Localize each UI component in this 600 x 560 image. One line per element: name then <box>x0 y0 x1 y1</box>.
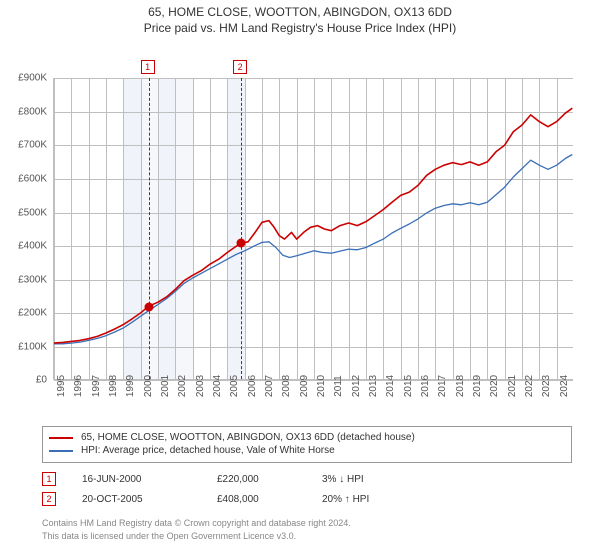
x-axis-label: 2007 <box>264 375 275 397</box>
y-axis-label: £200K <box>0 308 47 319</box>
x-axis-label: 2015 <box>403 375 414 397</box>
chart-title: 65, HOME CLOSE, WOOTTON, ABINGDON, OX13 … <box>0 0 600 36</box>
sale-guide-vertical <box>149 78 150 379</box>
x-axis-label: 2024 <box>559 375 570 397</box>
series-svg <box>54 78 574 380</box>
series-subject <box>54 109 572 344</box>
y-axis-label: £300K <box>0 274 47 285</box>
footnote-line-1: Contains HM Land Registry data © Crown c… <box>42 517 580 529</box>
sale-price: £408,000 <box>217 494 322 505</box>
x-axis-label: 2001 <box>160 375 171 397</box>
legend-swatch <box>49 437 73 439</box>
y-axis-label: £0 <box>0 375 47 386</box>
x-axis-label: 2013 <box>368 375 379 397</box>
y-axis-label: £800K <box>0 106 47 117</box>
x-axis-label: 2022 <box>524 375 535 397</box>
x-axis-label: 2018 <box>455 375 466 397</box>
x-axis-label: 2002 <box>177 375 188 397</box>
sale-diff: 3% ↓ HPI <box>322 474 432 485</box>
x-axis-label: 2016 <box>420 375 431 397</box>
sale-row: 2 20-OCT-2005£408,00020% ↑ HPI <box>42 489 572 509</box>
x-axis-label: 2005 <box>229 375 240 397</box>
sale-date: 20-OCT-2005 <box>82 494 217 505</box>
title-line-2: Price paid vs. HM Land Registry's House … <box>0 20 600 36</box>
sale-diff: 20% ↑ HPI <box>322 494 432 505</box>
legend-item: 65, HOME CLOSE, WOOTTON, ABINGDON, OX13 … <box>49 431 565 444</box>
x-axis-label: 2010 <box>316 375 327 397</box>
x-axis-label: 2019 <box>472 375 483 397</box>
sale-price: £220,000 <box>217 474 322 485</box>
x-axis-label: 2000 <box>143 375 154 397</box>
x-axis-label: 2017 <box>437 375 448 397</box>
x-axis-label: 1996 <box>73 375 84 397</box>
x-axis-label: 1999 <box>125 375 136 397</box>
price-chart: £0 £100K £200K £300K £400K £500K £600K £700K £80… <box>0 36 600 420</box>
y-axis-label: £700K <box>0 140 47 151</box>
y-axis-label: £600K <box>0 174 47 185</box>
sale-date: 16-JUN-2000 <box>82 474 217 485</box>
sale-guide-vertical <box>241 78 242 379</box>
x-axis-label: 2011 <box>333 376 344 398</box>
x-axis-label: 2003 <box>195 375 206 397</box>
footnote-line-2: This data is licensed under the Open Gov… <box>42 530 580 542</box>
x-axis-label: 2014 <box>385 375 396 397</box>
x-axis-label: 2021 <box>507 375 518 397</box>
legend: 65, HOME CLOSE, WOOTTON, ABINGDON, OX13 … <box>42 426 572 463</box>
x-axis-label: 2020 <box>489 375 500 397</box>
legend-item: HPI: Average price, detached house, Vale… <box>49 444 565 457</box>
x-axis-label: 2008 <box>281 375 292 397</box>
x-axis-label: 2004 <box>212 375 223 397</box>
sale-row: 1 16-JUN-2000£220,0003% ↓ HPI <box>42 469 572 489</box>
sale-marker-dot <box>237 239 246 248</box>
y-axis-label: £900K <box>0 73 47 84</box>
x-axis-label: 2009 <box>299 375 310 397</box>
legend-label: HPI: Average price, detached house, Vale… <box>81 445 335 456</box>
legend-swatch <box>49 450 73 452</box>
sale-marker-badge: 1 <box>141 60 155 74</box>
x-axis-label: 2012 <box>351 375 362 397</box>
x-axis-label: 2023 <box>541 375 552 397</box>
y-axis-label: £100K <box>0 341 47 352</box>
sale-index-box: 1 <box>42 472 56 486</box>
x-axis-label: 1997 <box>91 375 102 397</box>
title-line-1: 65, HOME CLOSE, WOOTTON, ABINGDON, OX13 … <box>0 4 600 20</box>
sale-marker-dot <box>144 302 153 311</box>
plot-area <box>53 78 573 380</box>
sales-table: 1 16-JUN-2000£220,0003% ↓ HPI 2 20-OCT-2005… <box>42 469 572 509</box>
series-hpi <box>54 155 572 344</box>
sale-index-box: 2 <box>42 492 56 506</box>
footnote: Contains HM Land Registry data © Crown c… <box>42 517 580 541</box>
sale-marker-badge: 2 <box>233 60 247 74</box>
x-axis-label: 1998 <box>108 375 119 397</box>
x-axis-label: 2006 <box>247 375 258 397</box>
x-axis-label: 1995 <box>56 375 67 397</box>
y-axis-label: £400K <box>0 241 47 252</box>
y-axis-label: £500K <box>0 207 47 218</box>
legend-label: 65, HOME CLOSE, WOOTTON, ABINGDON, OX13 … <box>81 432 415 443</box>
